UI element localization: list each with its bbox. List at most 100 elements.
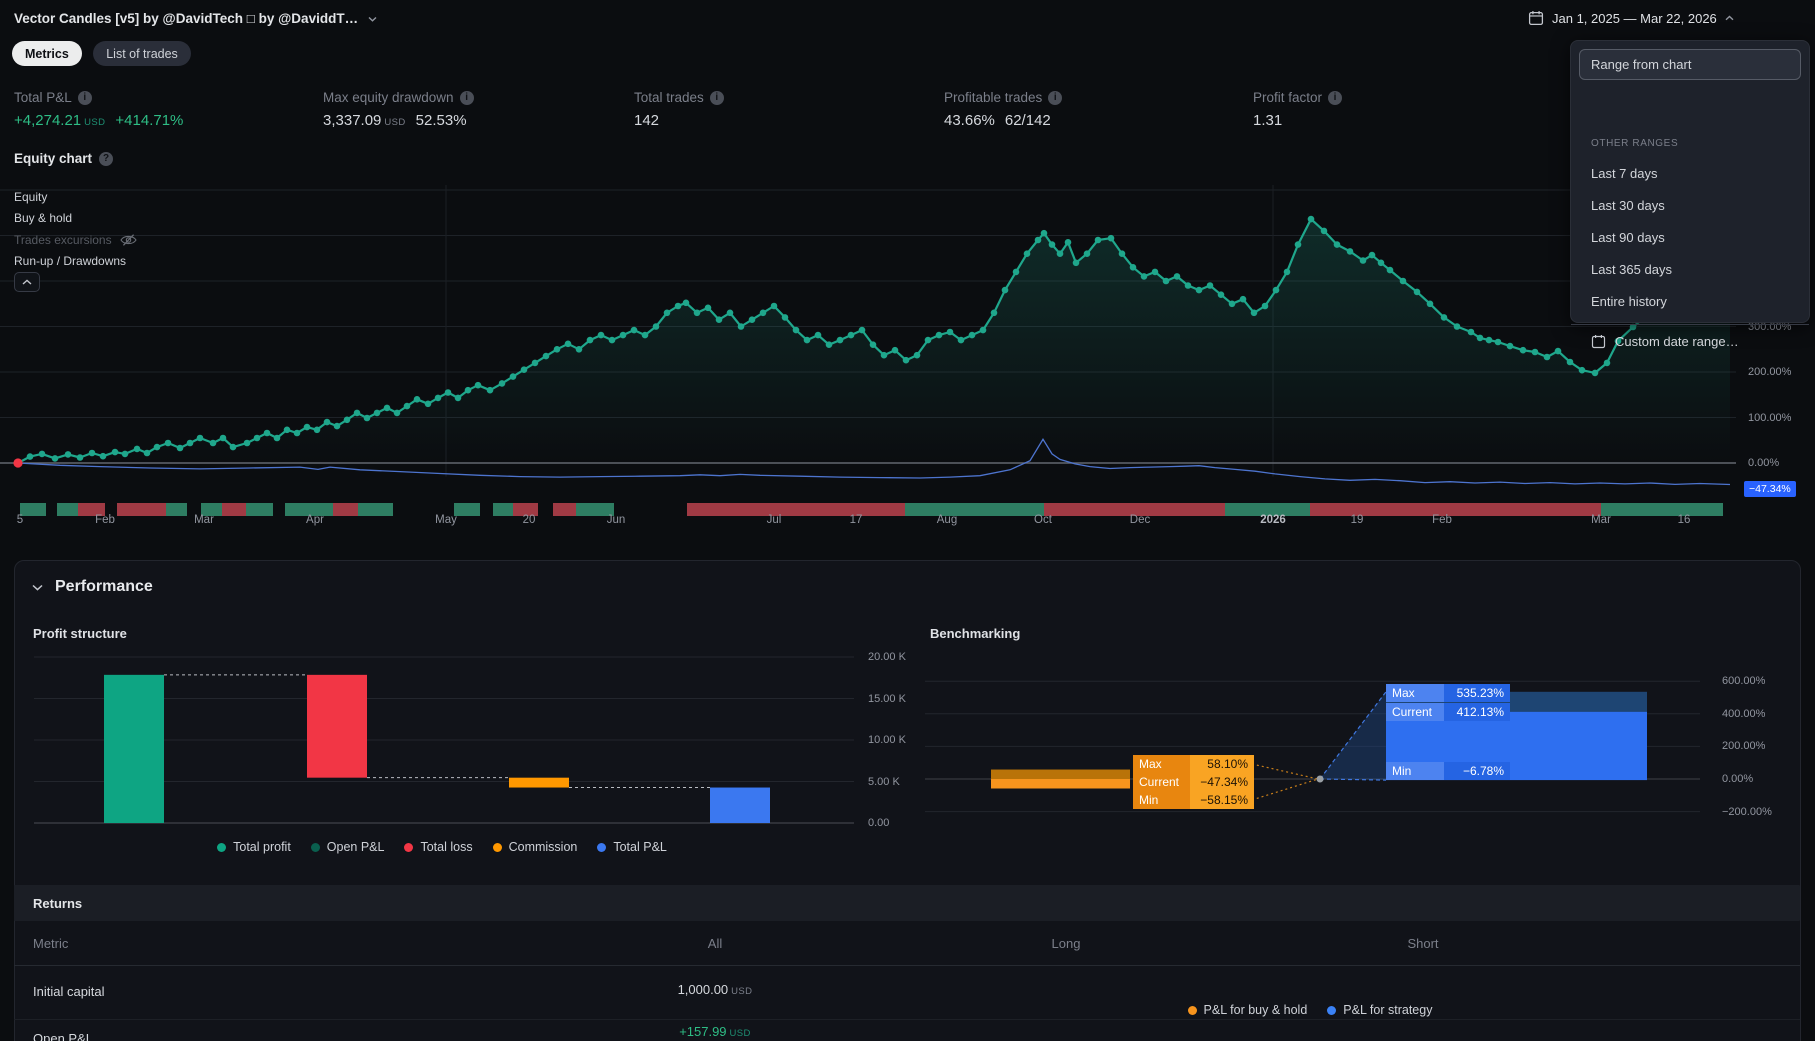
row-initial-capital-label: Initial capital [33,984,105,999]
metric-profitable-trades: Profitable trades i 43.66% 62/142 [944,90,1244,129]
strategy-title-menu[interactable]: Vector Candles [v5] by @DavidTech □ by @… [14,11,377,26]
returns-col-long: Long [1051,936,1081,951]
legend-dot-icon [217,842,227,852]
info-icon[interactable]: i [1328,90,1343,105]
returns-col-short: Short [1407,936,1439,951]
y-axis-label: 10.00 K [868,734,906,746]
y-axis-label: 600.00% [1722,675,1766,688]
x-axis-label: 2026 [1260,514,1286,526]
legend-dot-icon [492,842,502,852]
row-open-pl-label: Open P&L [33,1031,93,1041]
menu-item-last-30-days[interactable]: Last 30 days [1591,198,1665,213]
legend-item-buy-hold[interactable]: Buy & hold [14,211,73,226]
buyhold-current-box: Current −47.34% [1133,773,1254,791]
x-axis-label: 17 [849,514,863,526]
y-axis-label: 0.00% [1722,773,1754,785]
equity-chart[interactable] [0,185,1736,525]
table-divider [14,965,1800,966]
benchmarking-chart[interactable] [920,650,1730,835]
equity-x-axis: 5 Feb Mar Apr May 20 Jun Jul 17 Aug Oct Dec 2026 19 Fe… [0,514,1736,532]
chevron-up-icon [1725,15,1734,21]
x-axis-label: 19 [1350,514,1364,526]
menu-item-entire-history[interactable]: Entire history [1591,294,1667,309]
metric-total-pl: Total P&L i +4,274.21 USD +414.71% [14,90,184,129]
y-axis-label: 15.00 K [868,692,906,705]
x-axis-label: Jun [606,514,626,526]
metric-max-drawdown: Max equity drawdown i 3,337.09 USD 52.53% [323,90,623,129]
legend-item[interactable]: Total profit [217,840,291,854]
date-range-text: Jan 1, 2025 — Mar 22, 2026 [1552,10,1717,26]
menu-item-custom-date-range[interactable]: Custom date range… [1591,334,1739,349]
x-axis-label: Apr [306,514,324,526]
x-axis-label: May [435,514,457,526]
table-divider [14,1019,1800,1020]
legend-item[interactable]: P&L for buy & hold [1187,1003,1307,1017]
x-axis-label: Oct [1034,514,1052,526]
legend-item-equity[interactable]: Equity [14,189,48,204]
chevron-down-icon [32,584,43,591]
profit-structure-chart[interactable] [14,645,914,845]
x-axis-label: Dec [1129,514,1151,526]
info-icon[interactable]: i [77,90,92,105]
y-axis-label: −200.00% [1722,805,1772,818]
y-axis-label: 300.00% [1748,320,1792,333]
y-axis-label: 200.00% [1722,740,1766,753]
metric-total-trades: Total trades i 142 [634,90,934,129]
legend-item[interactable]: Commission [492,840,577,854]
equity-chart-legend: Equity Buy & hold Trades excursions Run-… [14,186,137,272]
info-icon[interactable]: i [709,90,724,105]
strategy-max-box: Max 535.23% [1386,684,1510,702]
buyhold-min-box: Min −58.15% [1133,791,1254,809]
benchmarking-title: Benchmarking [930,626,1021,641]
menu-item-last-365-days[interactable]: Last 365 days [1591,262,1672,277]
info-icon[interactable]: i [459,90,474,105]
calendar-icon [1528,11,1544,26]
collapse-chart-button[interactable] [14,272,40,292]
menu-item-range-from-chart[interactable]: Range from chart [1579,49,1801,80]
returns-col-all: All [707,936,723,951]
legend-dot-icon [1187,1005,1197,1015]
benchmarking-legend: P&L for buy & hold P&L for strategy [920,1003,1700,1017]
legend-dot-icon [404,842,414,852]
strategy-current-box: Current 412.13% [1386,703,1510,721]
tab-list-of-trades[interactable]: List of trades [93,41,191,66]
menu-item-last-7-days[interactable]: Last 7 days [1591,166,1658,181]
profit-structure-title: Profit structure [33,626,127,641]
x-axis-label: Feb [1432,514,1452,526]
legend-dot-icon [310,842,320,852]
menu-divider [1571,324,1809,325]
performance-header[interactable]: Performance [32,578,153,596]
tab-metrics[interactable]: Metrics [12,41,82,66]
y-axis-label: 5.00 K [868,775,900,788]
info-icon[interactable]: i [1048,90,1063,105]
legend-item[interactable]: P&L for strategy [1327,1003,1432,1017]
row-initial-capital-value: 1,000.00 USD [677,982,753,997]
y-axis-label: 0.00% [1748,457,1780,469]
eye-off-icon [119,233,137,246]
x-axis-label: Aug [936,514,958,526]
legend-item[interactable]: Total loss [404,840,473,854]
legend-item-trades-excursions[interactable]: Trades excursions [14,229,137,251]
returns-col-metric: Metric [33,936,69,951]
date-range-control[interactable]: Jan 1, 2025 — Mar 22, 2026 [1528,10,1734,26]
help-icon[interactable]: ? [99,151,114,166]
x-axis-label: Mar [194,514,214,526]
buyhold-current-badge: −47.34% [1744,481,1796,497]
buyhold-max-box: Max 58.10% [1133,755,1254,773]
y-axis-label: 100.00% [1748,411,1792,424]
returns-section-header: Returns [14,885,1800,921]
other-ranges-label: OTHER RANGES [1591,138,1679,149]
legend-item[interactable]: Open P&L [310,840,384,854]
strategy-title: Vector Candles [v5] by @DavidTech □ by @… [14,11,359,26]
y-axis-label: 0.00 [868,817,890,829]
benchmarking-y-axis: 600.00% 400.00% 200.00% 0.00% −200.00% [1722,650,1792,835]
legend-item-runup-drawdowns[interactable]: Run-up / Drawdowns [14,254,127,269]
x-axis-label: 20 [522,514,536,526]
x-axis-label: 16 [1677,514,1691,526]
legend-item[interactable]: Total P&L [597,840,667,854]
strategy-min-box: Min −6.78% [1386,762,1510,780]
chevron-down-icon [368,16,377,22]
x-axis-label: Jul [766,514,782,526]
menu-item-last-90-days[interactable]: Last 90 days [1591,230,1665,245]
